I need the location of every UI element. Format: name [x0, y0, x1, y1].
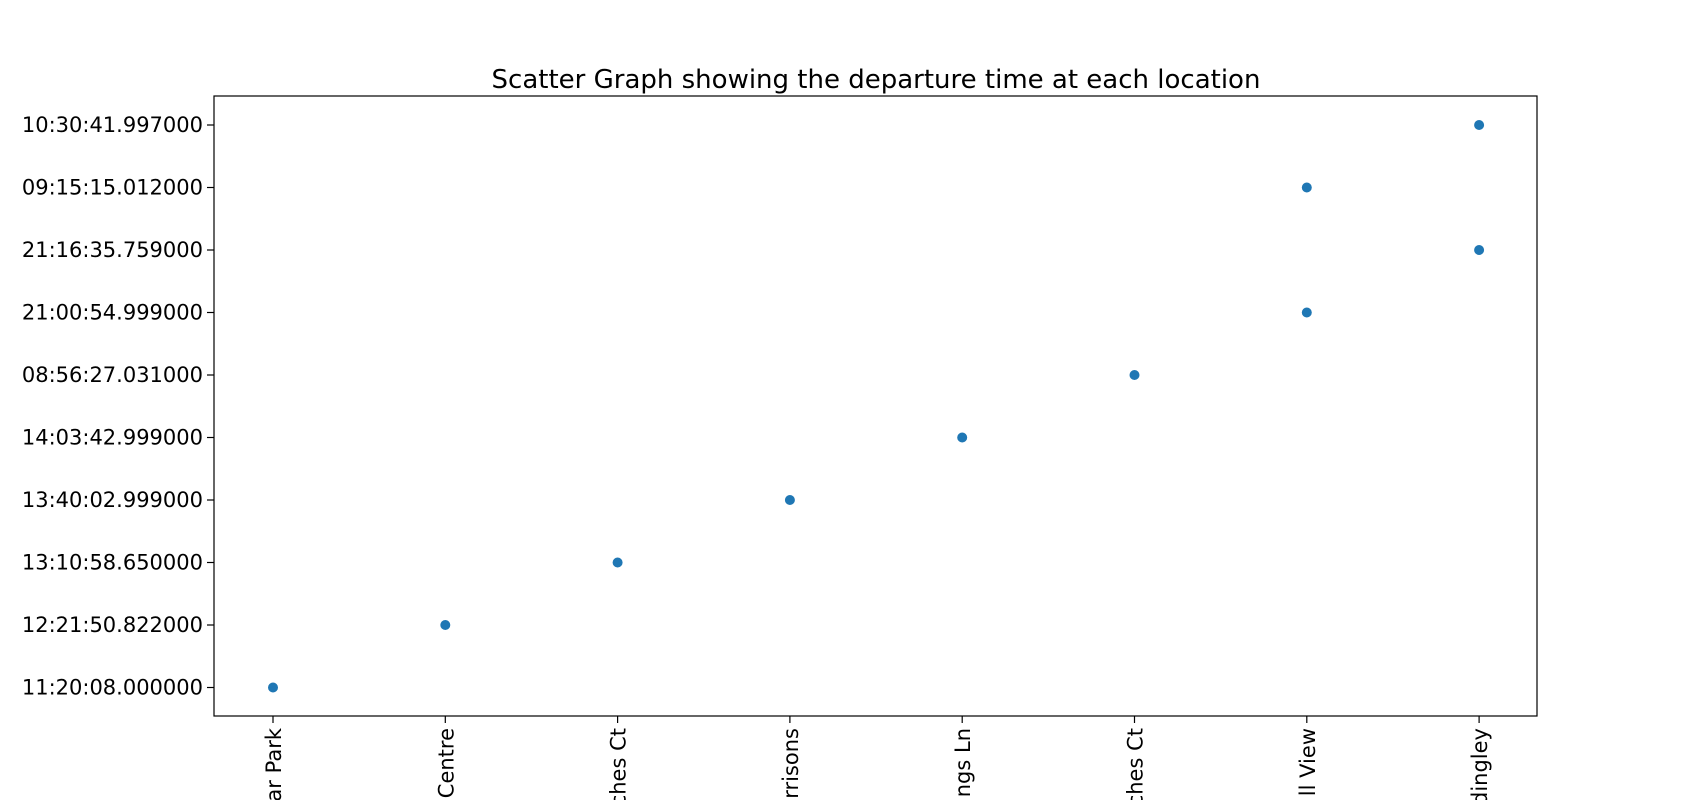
data-point — [440, 620, 451, 630]
data-point — [612, 557, 623, 568]
data-point — [957, 432, 968, 443]
y-tick-label: 14:03:42.999000 — [22, 426, 203, 450]
y-tick-label: 12:21:50.822000 — [22, 613, 203, 637]
axis-ticks: ar Park Centre ches Ct rrisons ngs Ln ches Ct… — [22, 113, 1492, 800]
y-tick-label: 21:16:35.759000 — [22, 238, 203, 262]
x-tick-label: ches Ct — [607, 728, 631, 800]
data-point — [1301, 307, 1312, 318]
data-point — [784, 495, 795, 505]
plot-area-frame — [213, 95, 1538, 717]
y-tick-label: 08:56:27.031000 — [22, 363, 203, 387]
data-point — [1474, 245, 1485, 255]
y-tick-label: 10:30:41.997000 — [22, 113, 203, 137]
x-tick-label: rrisons — [779, 728, 803, 799]
data-point — [1474, 120, 1485, 130]
x-tick-label: ar Park — [262, 727, 286, 800]
data-points — [268, 120, 1485, 693]
x-tick-label: ches Ct — [1124, 728, 1148, 800]
y-tick-label: 21:00:54.999000 — [22, 301, 203, 325]
y-tick-label: 13:10:58.650000 — [22, 551, 203, 575]
data-point — [1301, 182, 1312, 193]
y-tick-label: 11:20:08.000000 — [22, 676, 203, 700]
x-tick-label: ll View — [1296, 728, 1320, 796]
y-tick-label: 13:40:02.999000 — [22, 488, 203, 512]
x-tick-label: dingley — [1468, 728, 1492, 800]
x-tick-label: ngs Ln — [951, 728, 975, 797]
data-point — [1129, 370, 1140, 380]
data-point — [268, 682, 278, 693]
chart-title: Scatter Graph showing the departure time… — [492, 65, 1261, 95]
x-tick-label: Centre — [434, 728, 458, 798]
y-tick-label: 09:15:15.012000 — [22, 176, 203, 200]
